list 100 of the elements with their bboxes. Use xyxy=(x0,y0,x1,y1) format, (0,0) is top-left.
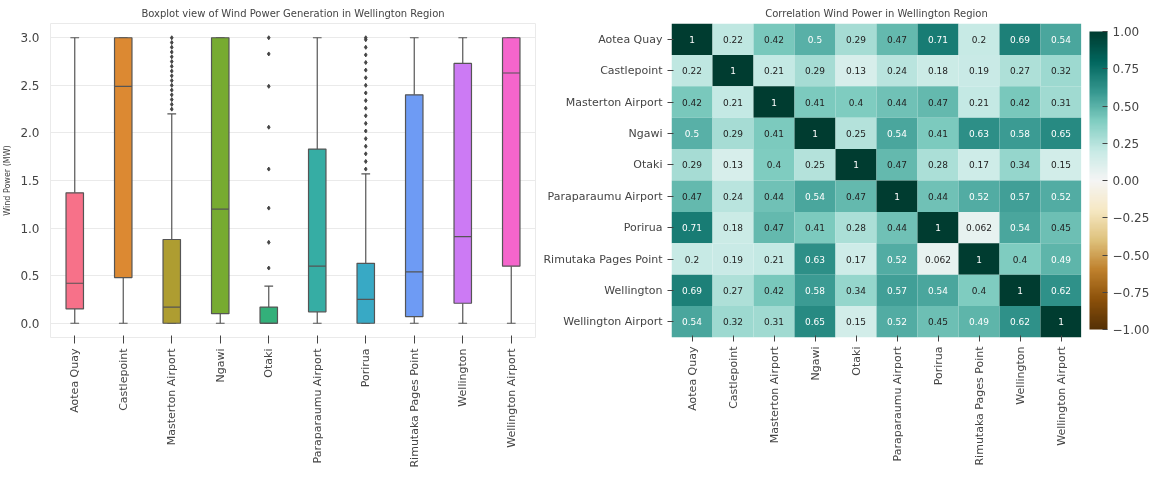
data-label: 0.54 xyxy=(1050,34,1072,45)
y-tick-label: Rimutaka Pages Point xyxy=(543,252,664,266)
x-tick-label: Masterton Airport xyxy=(165,347,179,446)
color-bar-label: −0.50 xyxy=(1112,248,1150,263)
y-tick-label: Castlepoint xyxy=(600,64,664,78)
data-label: 0.19 xyxy=(722,254,744,265)
data-label: 0.28 xyxy=(845,223,867,234)
data-label: 0.25 xyxy=(845,128,867,139)
y-tick-label: 1.0 xyxy=(20,221,40,236)
y-tick-label: Ngawi xyxy=(628,126,663,140)
x-tick-label: Wellington xyxy=(1013,346,1027,405)
data-label: 1 xyxy=(935,223,941,234)
data-label: 0.13 xyxy=(845,66,867,77)
data-label: 1 xyxy=(689,34,695,45)
data-label: 0.71 xyxy=(681,223,703,234)
data-label: 0.49 xyxy=(1050,254,1072,265)
data-label: 0.62 xyxy=(1050,285,1072,296)
data-label: 0.27 xyxy=(722,285,744,296)
data-label: 0.24 xyxy=(886,66,908,77)
x-tick-label: Masterton Airport xyxy=(767,345,781,444)
data-label: 0.45 xyxy=(927,317,949,328)
color-bar-label: 1.00 xyxy=(1112,25,1140,39)
y-tick-label: Masterton Airport xyxy=(565,95,664,109)
data-label: 0.54 xyxy=(804,191,826,202)
data-label: 1 xyxy=(1017,285,1023,296)
data-label: 0.41 xyxy=(927,128,949,139)
data-label: 0.21 xyxy=(763,254,785,265)
x-tick-label: Wellington xyxy=(456,348,470,407)
data-label: 0.62 xyxy=(1009,317,1031,328)
chart-title: Boxplot view of Wind Power Generation in Wellington Region xyxy=(141,7,445,19)
data-label: 0.21 xyxy=(722,97,744,108)
data-label: 0.4 xyxy=(848,97,864,108)
data-label: 1 xyxy=(771,97,777,108)
data-label: 1 xyxy=(1058,317,1064,328)
data-label: 0.47 xyxy=(886,34,908,45)
data-label: 0.57 xyxy=(886,285,908,296)
data-label: 0.49 xyxy=(968,317,990,328)
data-label: 0.4 xyxy=(1012,254,1028,265)
y-tick-label: Otaki xyxy=(633,158,663,172)
data-label: 0.42 xyxy=(763,34,785,45)
data-label: 0.42 xyxy=(681,97,703,108)
color-bar-label: 0.25 xyxy=(1112,136,1140,151)
data-label: 0.29 xyxy=(681,160,703,171)
data-label: 0.44 xyxy=(763,191,785,202)
data-label: 0.5 xyxy=(807,34,823,45)
x-tick-label: Castlepoint xyxy=(726,345,740,409)
data-label: 0.18 xyxy=(927,66,949,77)
data-label: 0.32 xyxy=(1050,66,1072,77)
data-label: 0.41 xyxy=(763,128,785,139)
data-label: 0.22 xyxy=(722,34,744,45)
data-label: 0.58 xyxy=(804,285,826,296)
x-tick-label: Porirua xyxy=(931,346,945,386)
data-label: 0.21 xyxy=(763,66,785,77)
data-label: 1 xyxy=(812,128,818,139)
x-tick-label: Porirua xyxy=(359,348,373,388)
data-label: 0.52 xyxy=(1050,191,1072,202)
y-tick-label: 0.5 xyxy=(20,269,40,284)
data-label: 0.52 xyxy=(886,317,908,328)
data-label: 0.062 xyxy=(966,223,992,234)
data-label: 0.44 xyxy=(886,223,908,234)
data-label: 0.47 xyxy=(927,97,949,108)
data-label: 0.5 xyxy=(684,128,700,139)
data-label: 0.63 xyxy=(968,128,990,139)
data-label: 0.2 xyxy=(684,254,700,265)
data-label: 0.25 xyxy=(804,160,826,171)
color-bar-label: −1.00 xyxy=(1112,323,1150,337)
data-label: 0.63 xyxy=(804,254,826,265)
data-label: 0.52 xyxy=(968,191,990,202)
data-label: 0.42 xyxy=(1009,97,1031,108)
color-bar-label: 0.00 xyxy=(1112,174,1140,188)
y-axis-title: Wind Power (MW) xyxy=(3,145,13,216)
data-label: 0.17 xyxy=(968,160,990,171)
data-label: 1 xyxy=(730,66,736,77)
data-label: 0.31 xyxy=(763,317,785,328)
data-label: 0.57 xyxy=(1009,191,1031,202)
x-tick-label: Wellington Airport xyxy=(1054,345,1068,446)
data-label: 0.21 xyxy=(968,97,990,108)
color-bar-label: 0.75 xyxy=(1112,62,1140,77)
y-tick-label: 1.5 xyxy=(20,174,40,188)
data-label: 0.4 xyxy=(766,160,782,171)
data-label: 0.15 xyxy=(845,317,867,328)
data-label: 0.29 xyxy=(722,128,744,139)
y-tick-label: Aotea Quay xyxy=(598,32,663,46)
chart-title: Correlation Wind Power in Wellington Region xyxy=(765,7,988,19)
data-label: 0.71 xyxy=(927,34,949,45)
data-label: 0.47 xyxy=(763,223,785,234)
data-label: 0.42 xyxy=(763,285,785,296)
data-label: 0.44 xyxy=(927,191,949,202)
y-tick-label: Paraparaumu Airport xyxy=(547,189,664,203)
data-label: 0.34 xyxy=(1009,160,1031,171)
data-label: 0.29 xyxy=(804,66,826,77)
data-label: 0.47 xyxy=(886,160,908,171)
data-label: 0.17 xyxy=(845,254,867,265)
y-tick-label: 2.5 xyxy=(20,78,40,93)
data-label: 0.54 xyxy=(681,317,703,328)
data-label: 1 xyxy=(894,191,900,202)
color-bar-label: −0.75 xyxy=(1112,285,1150,300)
data-label: 0.2 xyxy=(971,34,987,45)
data-label: 1 xyxy=(853,160,859,171)
color-bar-label: −0.25 xyxy=(1112,211,1150,226)
